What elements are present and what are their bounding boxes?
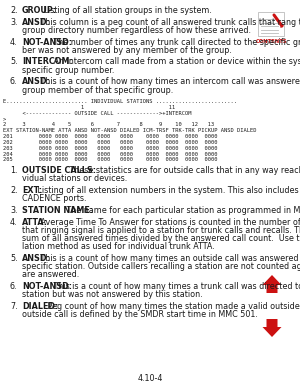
Text: 2.: 2. bbox=[10, 186, 18, 195]
Text: specific group number.: specific group number. bbox=[22, 66, 114, 75]
Text: ANSD:: ANSD: bbox=[22, 18, 51, 27]
Text: STATION NAME:: STATION NAME: bbox=[22, 206, 93, 215]
Text: lation method as used for individual trunk ATTA.: lation method as used for individual tru… bbox=[22, 242, 215, 251]
Text: NOT-ANSD:: NOT-ANSD: bbox=[22, 38, 72, 47]
Text: outside call is defined by the SMDR start time in MMC 501.: outside call is defined by the SMDR star… bbox=[22, 310, 258, 319]
Text: 2.: 2. bbox=[10, 6, 18, 15]
Text: ATTA:: ATTA: bbox=[22, 218, 48, 227]
Text: specific station. Outside callers recalling a station are not counted again when: specific station. Outside callers recall… bbox=[22, 262, 300, 271]
Text: NOT-ANSD:: NOT-ANSD: bbox=[22, 282, 72, 291]
Text: 2     3        4    5      6       7      8     9    10   12   13: 2 3 4 5 6 7 8 9 10 12 13 bbox=[3, 123, 214, 128]
Text: OUTSIDE CALLS:: OUTSIDE CALLS: bbox=[22, 166, 96, 175]
Text: 203        0000 0000  0000   0000   0000    0000  0000  0000  0000: 203 0000 0000 0000 0000 0000 0000 0000 0… bbox=[3, 146, 218, 151]
Text: 5.: 5. bbox=[10, 57, 18, 66]
Text: E......................... INDIVIDUAL STATIONS .........................: E......................... INDIVIDUAL ST… bbox=[3, 99, 237, 104]
Text: 3.: 3. bbox=[10, 18, 17, 27]
Text: ber was not answered by any member of the group.: ber was not answered by any member of th… bbox=[22, 46, 232, 55]
Text: group member of that specific group.: group member of that specific group. bbox=[22, 86, 173, 95]
Text: Average Time To Answer for stations is counted in the number of seconds: Average Time To Answer for stations is c… bbox=[38, 218, 300, 227]
Text: 202        0000 0000  0000   0000   0000    0000  0000  0000  0000: 202 0000 0000 0000 0000 0000 0000 0000 0… bbox=[3, 140, 218, 145]
Text: This is a count of how many times an outside call was answered by the: This is a count of how many times an out… bbox=[38, 254, 300, 263]
Text: 204        0000 0000  0000   0000   0000    0000  0000  0000  0000: 204 0000 0000 0000 0000 0000 0000 0000 0… bbox=[3, 151, 218, 156]
Text: This is a count of how many times a trunk call was directed to the: This is a count of how many times a trun… bbox=[51, 282, 300, 291]
Text: CADENCE ports.: CADENCE ports. bbox=[22, 194, 86, 203]
Text: An intercom call made from a station or device within the system to the: An intercom call made from a station or … bbox=[51, 57, 300, 66]
Text: 205        0000 0000  0000   0000   0000    0000  0000  0000  0000: 205 0000 0000 0000 0000 0000 0000 0000 0… bbox=[3, 157, 218, 162]
Text: >: > bbox=[3, 117, 6, 122]
Text: 6.: 6. bbox=[10, 282, 17, 291]
Text: station but was not answered by this station.: station but was not answered by this sta… bbox=[22, 290, 203, 299]
Text: GROUP:: GROUP: bbox=[22, 6, 57, 15]
Text: 4.10-4: 4.10-4 bbox=[137, 374, 163, 383]
Text: 4.: 4. bbox=[10, 38, 17, 47]
FancyBboxPatch shape bbox=[258, 12, 284, 36]
Text: sum of all answered times divided by the answered call count.  Use the same calc: sum of all answered times divided by the… bbox=[22, 234, 300, 243]
Text: ANSD:: ANSD: bbox=[22, 254, 51, 263]
Text: 201        0000 0000  0000   0000   0000    0000  0000  0000  0000: 201 0000 0000 0000 0000 0000 0000 0000 0… bbox=[3, 134, 218, 139]
Text: These statistics are for outside calls that in any way reach indi-: These statistics are for outside calls t… bbox=[68, 166, 300, 175]
Text: Listing of all station groups in the system.: Listing of all station groups in the sys… bbox=[41, 6, 212, 15]
Text: DIALED:: DIALED: bbox=[22, 302, 58, 311]
Text: This column is a peg count of all answered trunk calls that rang to the specific: This column is a peg count of all answer… bbox=[38, 18, 300, 27]
Text: group directory number regardless of how these arrived.: group directory number regardless of how… bbox=[22, 26, 251, 35]
Text: The number of times any trunk call directed to the specific group num-: The number of times any trunk call direc… bbox=[51, 38, 300, 47]
FancyArrow shape bbox=[262, 319, 281, 337]
Text: EXT:: EXT: bbox=[22, 186, 42, 195]
Text: 5.: 5. bbox=[10, 254, 18, 263]
Text: vidual stations or devices.: vidual stations or devices. bbox=[22, 174, 127, 183]
Text: <-------------- OUTSIDE CALL ------------->+INTERCOM: <-------------- OUTSIDE CALL -----------… bbox=[3, 111, 191, 116]
Text: CONTENTS: CONTENTS bbox=[255, 39, 287, 44]
Text: The name for each particular station as programmed in MMC 104.: The name for each particular station as … bbox=[64, 206, 300, 215]
Text: 4.: 4. bbox=[10, 218, 17, 227]
Text: are answered.: are answered. bbox=[22, 270, 79, 279]
Text: 3.: 3. bbox=[10, 206, 17, 215]
Text: 1.: 1. bbox=[10, 166, 17, 175]
Text: ANSD:: ANSD: bbox=[22, 77, 51, 87]
Text: 6.: 6. bbox=[10, 77, 17, 87]
Text: Peg count of how many times the station made a valid outside call. An: Peg count of how many times the station … bbox=[45, 302, 300, 311]
Text: that ringing signal is applied to a station for trunk calls and recalls. The ATT: that ringing signal is applied to a stat… bbox=[22, 226, 300, 235]
Text: Listing of all extension numbers in the system. This also includes AA, VM, and: Listing of all extension numbers in the … bbox=[35, 186, 300, 195]
Text: INTERCOM:: INTERCOM: bbox=[22, 57, 73, 66]
Text: 1                          11: 1 11 bbox=[3, 105, 175, 110]
FancyArrow shape bbox=[262, 275, 281, 293]
Text: EXT STATION-NAME ATTA ANSD NOT-ANSD DIALED ICM-TRSF TRK-TRK PICKUP ANSD DIALED: EXT STATION-NAME ATTA ANSD NOT-ANSD DIAL… bbox=[3, 128, 256, 133]
Text: This is a count of how many times an intercom call was answered by any: This is a count of how many times an int… bbox=[38, 77, 300, 87]
Text: 7.: 7. bbox=[10, 302, 18, 311]
